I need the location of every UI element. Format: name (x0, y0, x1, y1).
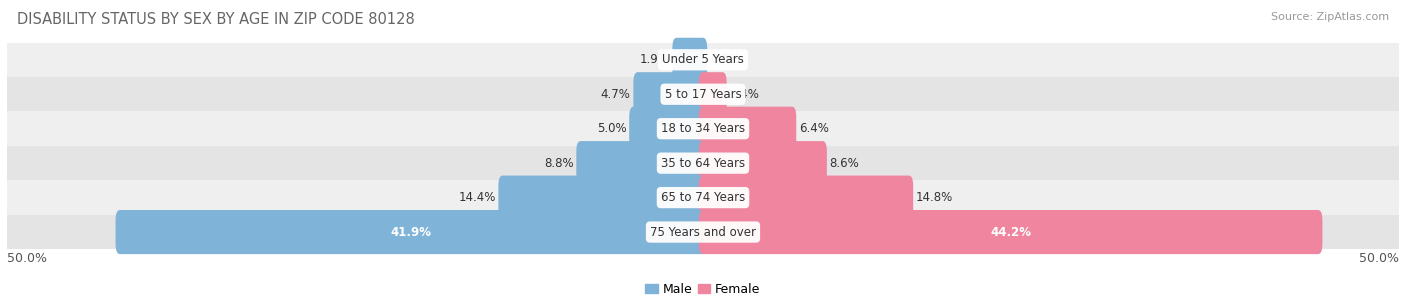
Text: 35 to 64 Years: 35 to 64 Years (661, 157, 745, 170)
Text: 8.6%: 8.6% (830, 157, 859, 170)
Text: 5.0%: 5.0% (596, 122, 627, 135)
Text: Source: ZipAtlas.com: Source: ZipAtlas.com (1271, 12, 1389, 22)
FancyBboxPatch shape (672, 38, 707, 82)
FancyBboxPatch shape (699, 175, 912, 220)
FancyBboxPatch shape (699, 107, 796, 151)
Text: DISABILITY STATUS BY SEX BY AGE IN ZIP CODE 80128: DISABILITY STATUS BY SEX BY AGE IN ZIP C… (17, 12, 415, 27)
FancyBboxPatch shape (699, 72, 727, 116)
Bar (7, 112, 1399, 146)
Legend: Male, Female: Male, Female (641, 278, 765, 301)
Text: 41.9%: 41.9% (391, 226, 432, 239)
Text: 65 to 74 Years: 65 to 74 Years (661, 191, 745, 204)
Text: Under 5 Years: Under 5 Years (662, 53, 744, 66)
FancyBboxPatch shape (498, 175, 707, 220)
Text: 8.8%: 8.8% (544, 157, 574, 170)
Text: 4.7%: 4.7% (600, 88, 631, 101)
Text: 50.0%: 50.0% (1360, 252, 1399, 265)
Text: 14.8%: 14.8% (915, 191, 953, 204)
Text: 0.0%: 0.0% (710, 53, 740, 66)
Text: 14.4%: 14.4% (458, 191, 495, 204)
Text: 44.2%: 44.2% (990, 226, 1031, 239)
FancyBboxPatch shape (576, 141, 707, 185)
Text: 5 to 17 Years: 5 to 17 Years (665, 88, 741, 101)
Text: 75 Years and over: 75 Years and over (650, 226, 756, 239)
Bar (7, 215, 1399, 249)
Bar (7, 77, 1399, 112)
FancyBboxPatch shape (699, 210, 1323, 254)
Bar (7, 146, 1399, 180)
Text: 18 to 34 Years: 18 to 34 Years (661, 122, 745, 135)
FancyBboxPatch shape (633, 72, 707, 116)
Text: 1.4%: 1.4% (730, 88, 759, 101)
Text: 6.4%: 6.4% (799, 122, 830, 135)
FancyBboxPatch shape (115, 210, 707, 254)
Bar (7, 180, 1399, 215)
Text: 1.9%: 1.9% (640, 53, 669, 66)
FancyBboxPatch shape (630, 107, 707, 151)
Text: 50.0%: 50.0% (7, 252, 46, 265)
FancyBboxPatch shape (699, 141, 827, 185)
Bar (7, 43, 1399, 77)
